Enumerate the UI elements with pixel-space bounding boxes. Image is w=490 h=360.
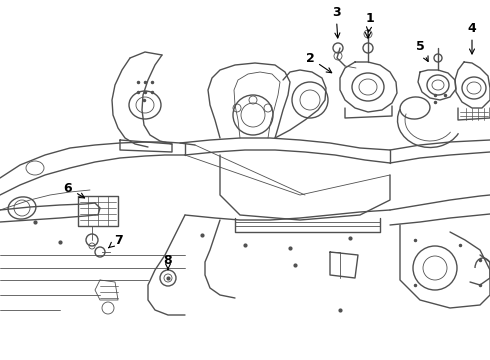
Text: 1: 1 bbox=[366, 12, 374, 32]
Text: 8: 8 bbox=[164, 253, 172, 269]
Text: 3: 3 bbox=[332, 5, 341, 38]
Text: 2: 2 bbox=[306, 51, 332, 73]
Text: 6: 6 bbox=[64, 181, 85, 198]
Text: 4: 4 bbox=[467, 22, 476, 54]
Text: 5: 5 bbox=[416, 40, 428, 62]
Text: 7: 7 bbox=[109, 234, 122, 248]
